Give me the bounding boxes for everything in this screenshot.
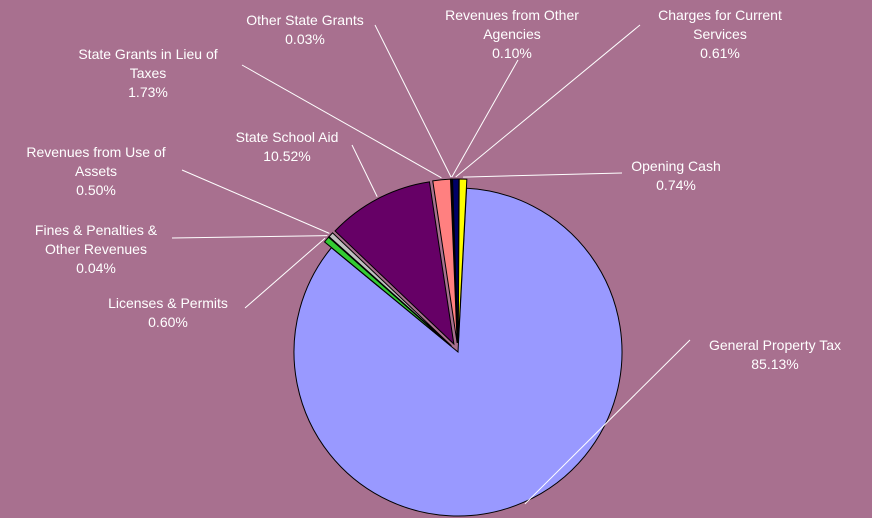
- leader-line: [351, 144, 378, 197]
- value-label: 0.03%: [285, 31, 325, 47]
- leader-line: [455, 24, 641, 178]
- leader-line: [181, 169, 330, 234]
- pie-slice: [328, 232, 452, 347]
- leader-line: [374, 24, 452, 178]
- slice-label: State School Aid: [236, 129, 339, 145]
- label-line: State Grants in Lieu of: [78, 46, 217, 62]
- label-line: Opening Cash: [631, 158, 721, 174]
- value-label: 10.52%: [263, 148, 310, 164]
- label-line: Other State Grants: [246, 12, 364, 28]
- slice-label: Licenses & Permits: [108, 295, 228, 311]
- leader-line: [241, 64, 442, 179]
- label-line: Revenues from Use of: [26, 144, 165, 160]
- slice-label: General Property Tax: [709, 337, 841, 353]
- label-line: Services: [693, 26, 747, 42]
- slice-label: Fines & Penalties & Other Revenues: [35, 222, 158, 257]
- label-line: Revenues from Other: [445, 7, 579, 23]
- leader-line: [451, 59, 519, 178]
- value-label: 0.60%: [148, 314, 188, 330]
- label-line: State School Aid: [236, 129, 339, 145]
- pie-slice: [432, 178, 458, 344]
- label-line: Licenses & Permits: [108, 295, 228, 311]
- slice-label: Revenues from Other Agencies: [445, 7, 579, 42]
- leader-line: [524, 339, 691, 505]
- label-line: Fines & Penalties &: [35, 222, 158, 238]
- label-line: Other Revenues: [45, 241, 147, 257]
- slice-label: Opening Cash: [631, 158, 721, 174]
- value-label: 85.13%: [751, 356, 798, 372]
- slice-label: Revenues from Use of Assets: [26, 144, 165, 179]
- label-line: Assets: [75, 163, 117, 179]
- value-label: 0.61%: [700, 45, 740, 61]
- leader-line: [244, 237, 326, 309]
- label-line: Charges for Current: [658, 7, 782, 23]
- value-label: 0.50%: [76, 182, 116, 198]
- value-label: 0.74%: [656, 177, 696, 193]
- label-line: Taxes: [130, 65, 167, 81]
- pie-slice: [457, 178, 468, 344]
- slice-label: Charges for Current Services: [658, 7, 782, 42]
- value-label: 0.10%: [492, 45, 532, 61]
- label-line: Agencies: [483, 26, 541, 42]
- label-line: General Property Tax: [709, 337, 841, 353]
- leader-line: [463, 172, 623, 178]
- value-label: 1.73%: [128, 84, 168, 100]
- leader-line: [171, 235, 328, 239]
- pie-slice: [334, 181, 455, 346]
- slice-label: Other State Grants: [246, 12, 364, 28]
- slice-label: State Grants in Lieu of Taxes: [78, 46, 217, 81]
- value-label: 0.04%: [76, 260, 116, 276]
- pie-slice: [293, 187, 623, 517]
